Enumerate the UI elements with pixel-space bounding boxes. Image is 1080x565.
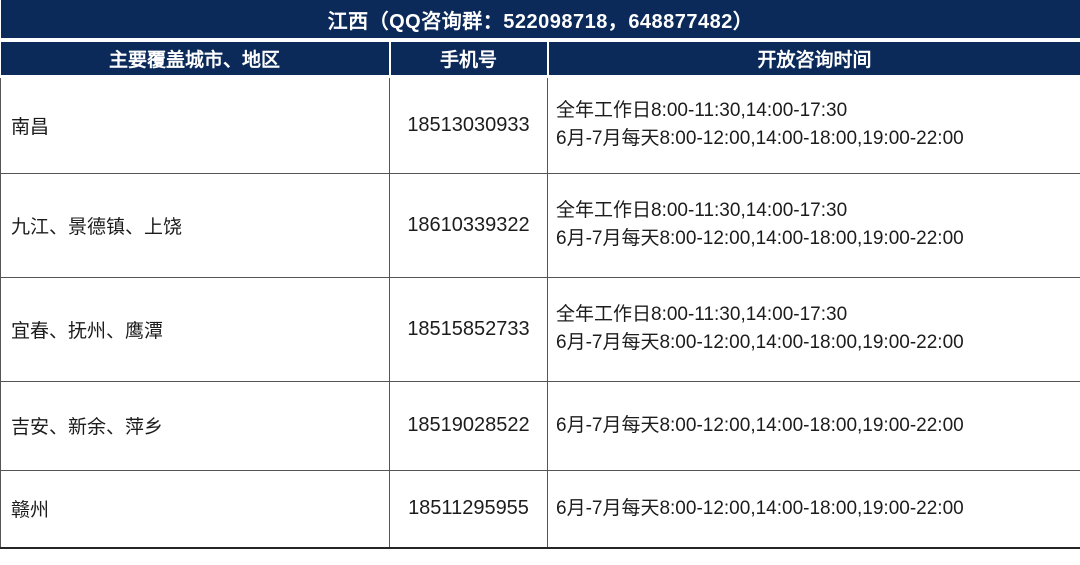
table-row: 宜春、抚州、鹰潭 18515852733 全年工作日8:00-11:30,14:00…: [0, 276, 1080, 382]
region-cell: 吉安、新余、萍乡: [0, 380, 390, 471]
hours-cell: 全年工作日8:00-11:30,14:00-17:30 6月-7月每天8:00-1…: [546, 172, 1080, 278]
phone-cell: 18610339322: [389, 172, 548, 278]
table-body: 南昌 18513030933 全年工作日8:00-11:30,14:00-17:30…: [0, 75, 1080, 549]
phone-cell: 18519028522: [389, 380, 548, 471]
phone-cell: 18515852733: [389, 276, 548, 382]
table-title: 江西（QQ咨询群：522098718，648877482）: [0, 0, 1080, 42]
hours-line: 全年工作日8:00-11:30,14:00-17:30: [556, 304, 848, 325]
region-cell: 赣州: [0, 469, 390, 549]
phone-cell: 18511295955: [389, 469, 548, 549]
table-row: 九江、景德镇、上饶 18610339322 全年工作日8:00-11:30,14:0…: [0, 172, 1080, 278]
hours-line: 6月-7月每天8:00-12:00,14:00-18:00,19:00-22:0…: [556, 128, 964, 149]
hours-cell: 全年工作日8:00-11:30,14:00-17:30 6月-7月每天8:00-1…: [546, 276, 1080, 382]
hours-line: 6月-7月每天8:00-12:00,14:00-18:00,19:00-22:0…: [556, 332, 964, 353]
table-row: 赣州 18511295955 6月-7月每天8:00-12:00,14:00-18:…: [0, 469, 1080, 549]
region-cell: 南昌: [0, 75, 390, 174]
column-header-region: 主要覆盖城市、地区: [0, 40, 390, 78]
table-row: 吉安、新余、萍乡 18519028522 6月-7月每天8:00-12:00,14:…: [0, 380, 1080, 471]
region-cell: 九江、景德镇、上饶: [0, 172, 390, 278]
hours-cell: 6月-7月每天8:00-12:00,14:00-18:00,19:00-22:0…: [546, 380, 1080, 471]
hours-cell: 6月-7月每天8:00-12:00,14:00-18:00,19:00-22:0…: [546, 469, 1080, 549]
table-row: 南昌 18513030933 全年工作日8:00-11:30,14:00-17:30…: [0, 75, 1080, 174]
table-title-row: 江西（QQ咨询群：522098718，648877482）: [0, 0, 1080, 42]
phone-cell: 18513030933: [389, 75, 548, 174]
hours-line: 6月-7月每天8:00-12:00,14:00-18:00,19:00-22:0…: [556, 414, 964, 436]
column-header-phone: 手机号: [388, 40, 548, 78]
hours-line: 全年工作日8:00-11:30,14:00-17:30: [556, 100, 848, 121]
hours-line: 全年工作日8:00-11:30,14:00-17:30: [556, 200, 848, 221]
region-cell: 宜春、抚州、鹰潭: [0, 276, 390, 382]
hours-line: 6月-7月每天8:00-12:00,14:00-18:00,19:00-22:0…: [556, 228, 964, 249]
table-header-row: 主要覆盖城市、地区 手机号 开放咨询时间: [0, 40, 1080, 78]
consultation-table: 江西（QQ咨询群：522098718，648877482） 主要覆盖城市、地区 …: [0, 0, 1080, 549]
hours-cell: 全年工作日8:00-11:30,14:00-17:30 6月-7月每天8:00-1…: [546, 75, 1080, 174]
hours-line: 6月-7月每天8:00-12:00,14:00-18:00,19:00-22:0…: [556, 497, 964, 519]
column-header-hours: 开放咨询时间: [546, 40, 1080, 78]
